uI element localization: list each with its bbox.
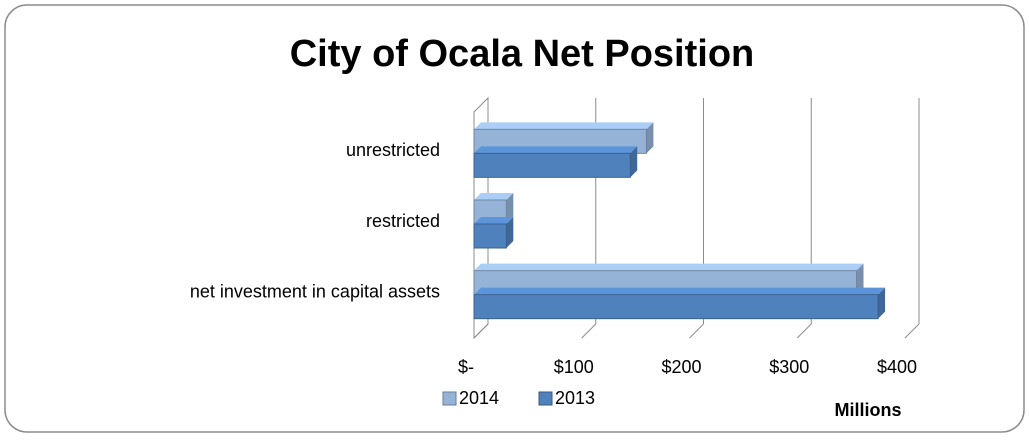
bar-end (506, 217, 514, 248)
floor-tick (581, 323, 597, 339)
y-tick-label: restricted (366, 211, 440, 231)
bar-end (856, 263, 864, 295)
bar-top (474, 193, 514, 200)
legend-label: 2013 (555, 388, 595, 408)
x-tick-label: $100 (554, 357, 594, 377)
y-tick-label: unrestricted (346, 140, 440, 160)
bar (473, 223, 507, 249)
floor-tick (473, 323, 489, 339)
x-tick-label: $300 (769, 357, 809, 377)
bar-end (646, 122, 654, 154)
bar-top (474, 217, 514, 224)
chart-title: City of Ocala Net Position (290, 33, 755, 75)
y-tick-label: net investment in capital assets (190, 281, 440, 301)
bar-top (474, 287, 886, 295)
bar-end (878, 287, 886, 319)
x-tick-label: $400 (877, 357, 917, 377)
x-axis-label: Millions (835, 400, 902, 420)
floor-tick (796, 323, 812, 339)
legend-swatch (538, 391, 553, 406)
floor-tick (904, 323, 920, 339)
x-tick-label: $200 (661, 357, 701, 377)
bar-top (474, 263, 864, 271)
floor-tick (689, 323, 704, 339)
x-tick-label: $- (458, 357, 474, 377)
bar-top (474, 122, 654, 130)
chart-frame (4, 4, 1025, 433)
legend-label: 2014 (459, 388, 499, 408)
bar-end (506, 193, 514, 224)
bar-top (474, 146, 638, 154)
bar (473, 294, 879, 320)
legend-swatch (442, 391, 457, 406)
bar (473, 152, 631, 178)
bar-end (630, 146, 638, 178)
